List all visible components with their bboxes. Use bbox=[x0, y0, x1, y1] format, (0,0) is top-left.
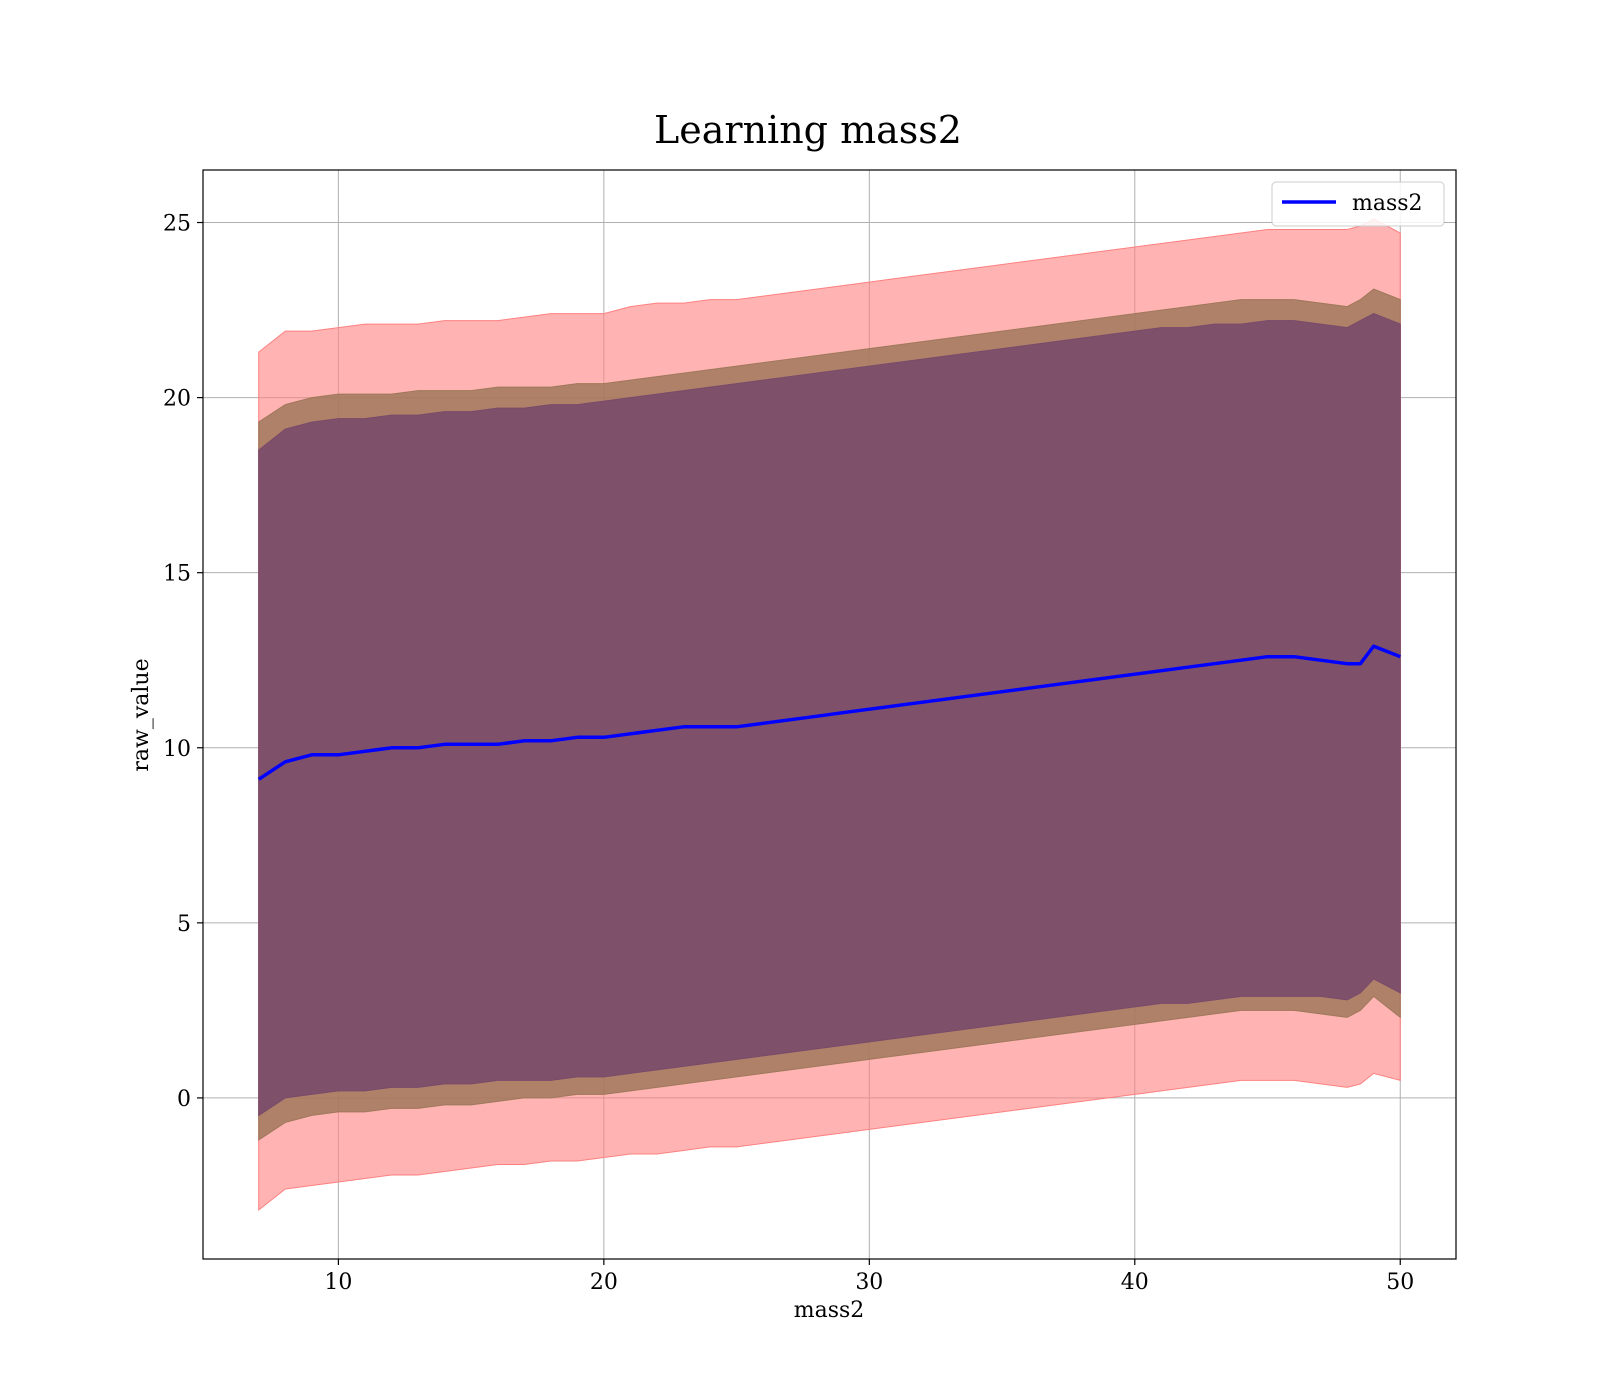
plot-frame bbox=[202, 169, 1457, 1260]
legend: mass2 bbox=[1271, 181, 1445, 227]
x-axis-label: mass2 bbox=[794, 1298, 865, 1323]
x-tick-label: 50 bbox=[1386, 1270, 1414, 1295]
x-tick-label: 20 bbox=[590, 1270, 618, 1295]
series-line-mass2 bbox=[257, 644, 1401, 781]
lines bbox=[257, 644, 1401, 781]
y-tick-label: 0 bbox=[177, 1087, 191, 1112]
y-tick-label: 25 bbox=[163, 212, 191, 237]
legend-box bbox=[1271, 181, 1445, 227]
y-axis-label: raw_value bbox=[129, 658, 154, 771]
x-tick-label: 30 bbox=[855, 1270, 883, 1295]
x-tick-label: 10 bbox=[324, 1270, 352, 1295]
y-tick-label: 15 bbox=[163, 562, 191, 587]
y-tick-label: 20 bbox=[163, 387, 191, 412]
x-tick-label: 40 bbox=[1121, 1270, 1149, 1295]
chart-title: Learning mass2 bbox=[654, 108, 962, 152]
x-ticks: 10 20 30 40 50 bbox=[324, 1259, 1414, 1295]
y-tick-label: 10 bbox=[163, 737, 191, 762]
legend-label: mass2 bbox=[1352, 191, 1423, 216]
y-ticks: 0 5 10 15 20 25 bbox=[163, 212, 203, 1112]
y-tick-label: 5 bbox=[177, 912, 191, 937]
